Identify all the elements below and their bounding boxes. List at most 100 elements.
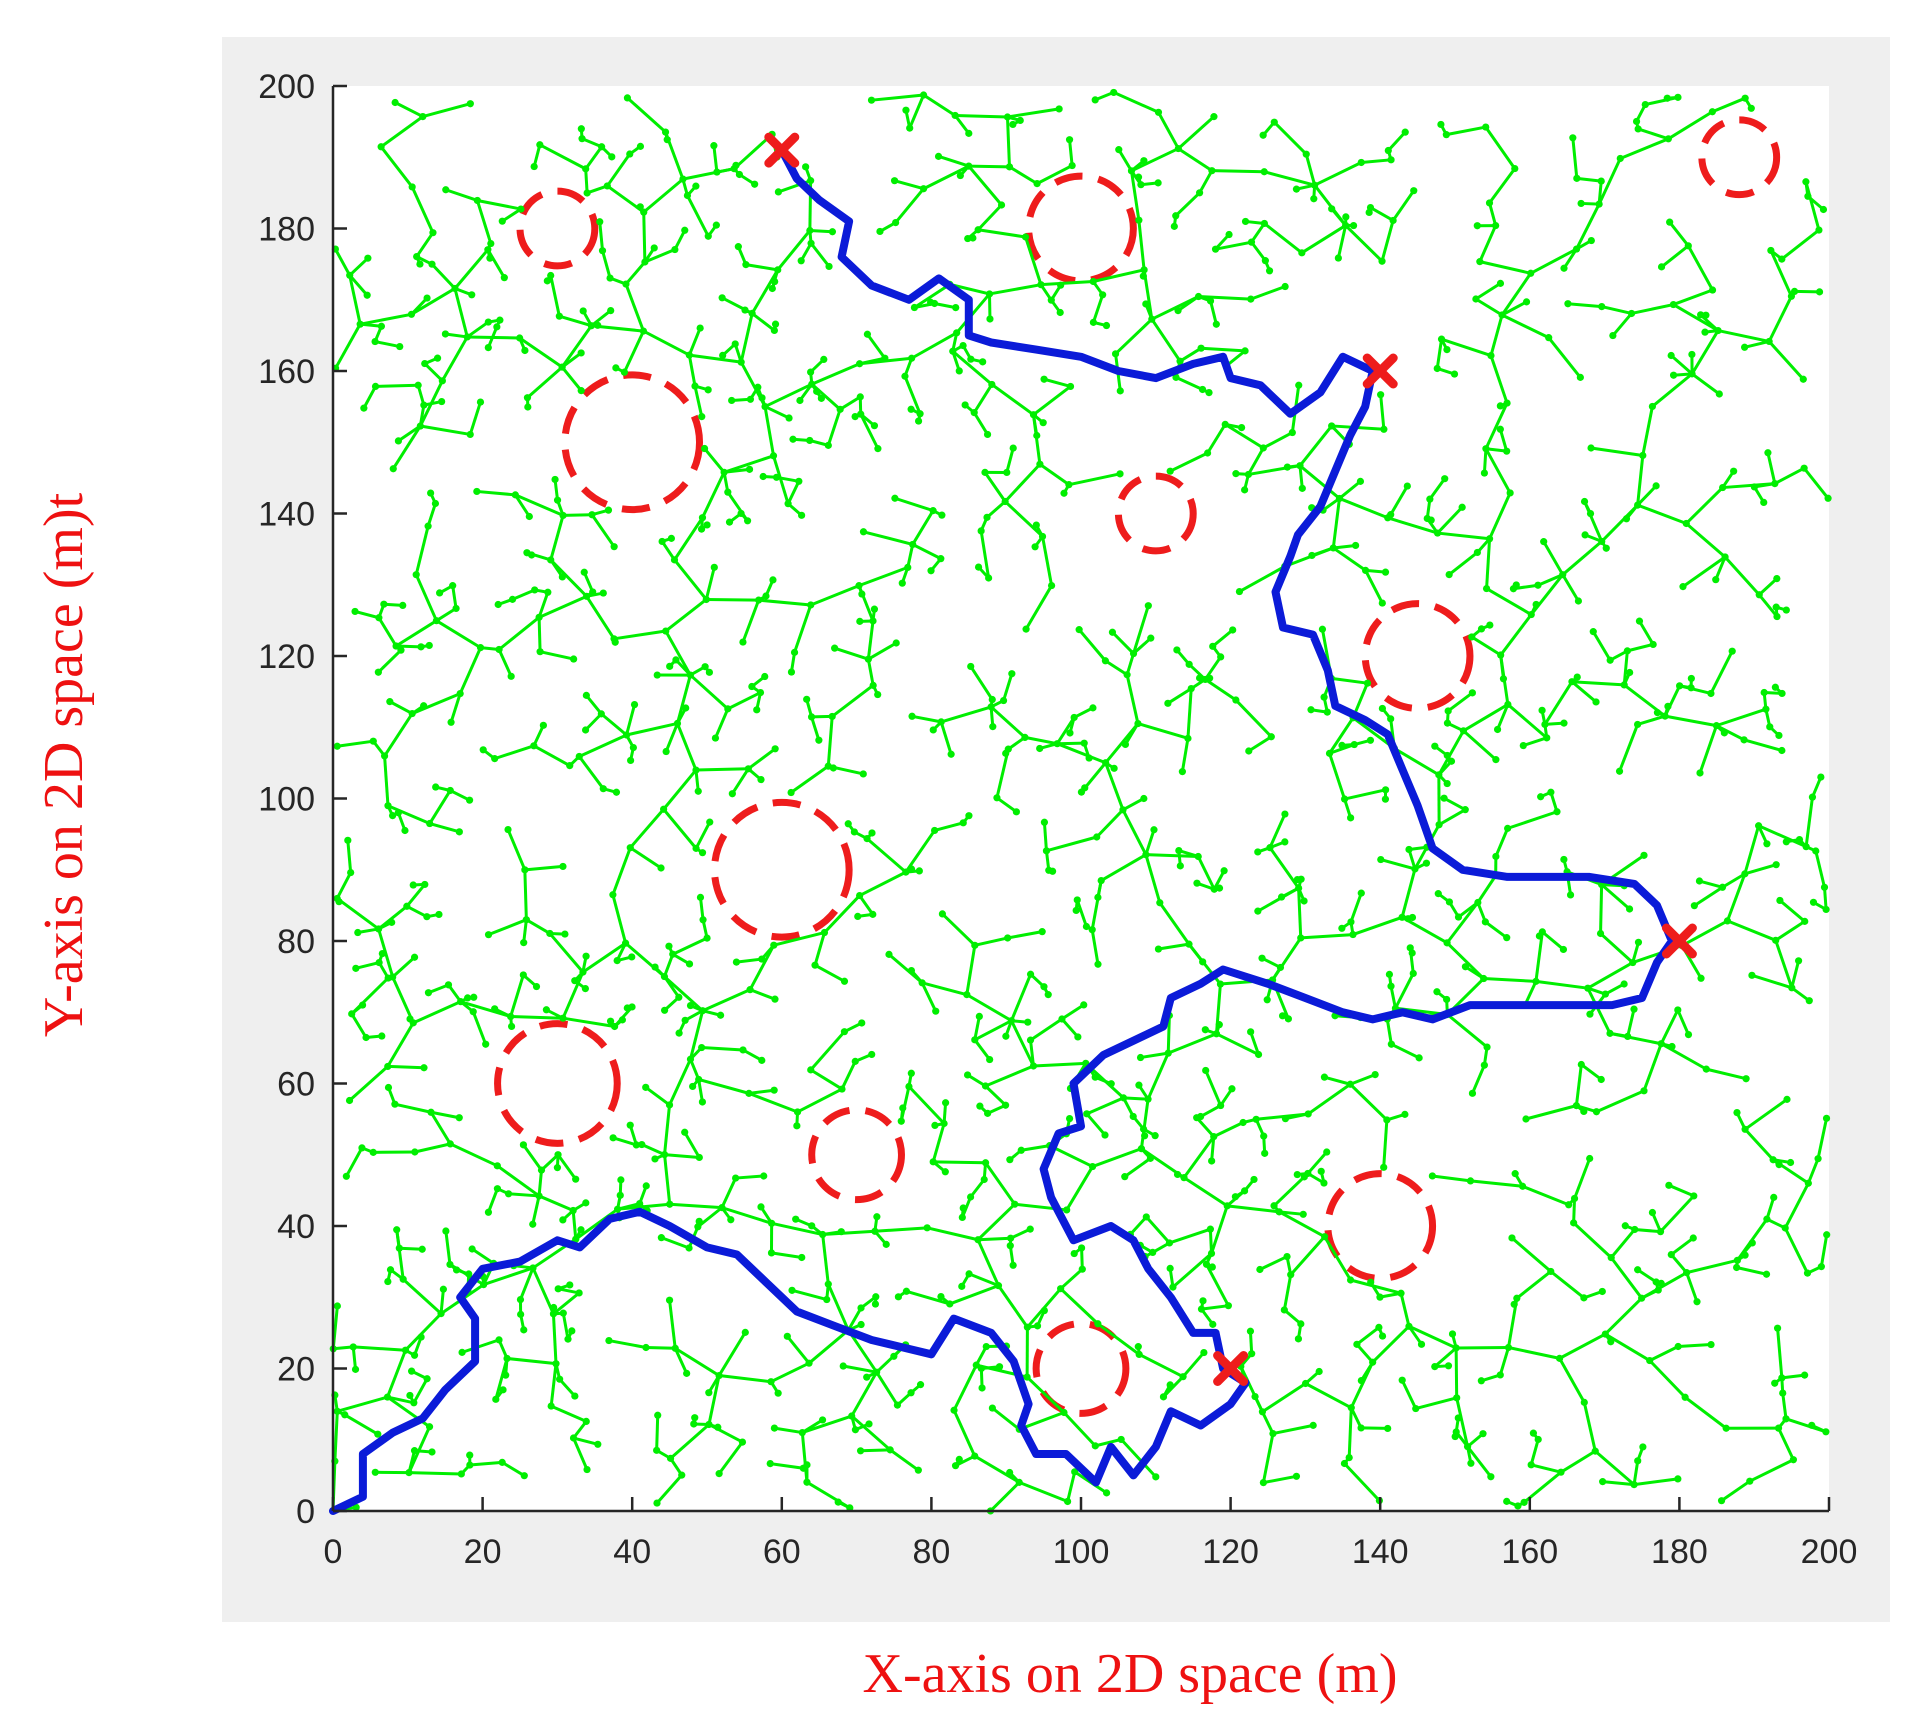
tree-node (1123, 671, 1131, 679)
tree-node (1378, 257, 1386, 265)
tree-edge (582, 941, 627, 974)
tree-edge (831, 684, 875, 718)
tree-node (1570, 1219, 1578, 1227)
tree-node (844, 820, 852, 828)
tree-node (1518, 1182, 1527, 1190)
tree-node (857, 1304, 865, 1312)
tree-edge (1651, 372, 1694, 408)
tree-edge (1036, 164, 1073, 185)
tree-node (1434, 890, 1442, 898)
tree-edge (764, 382, 813, 408)
tree-edge (549, 515, 565, 561)
tree-node (583, 1465, 591, 1474)
tree-node (963, 991, 971, 999)
tree-edge (561, 351, 583, 369)
tree-node (1514, 1502, 1522, 1510)
tree-node (803, 695, 811, 703)
tree-edge (912, 543, 942, 560)
tree-edge (874, 1226, 928, 1233)
tree-edge (1306, 1151, 1328, 1175)
tree-node (1687, 674, 1695, 683)
tree-edge (933, 1160, 986, 1165)
tree-edge (410, 186, 435, 234)
tree-edge (858, 894, 875, 916)
tree-node (1741, 1251, 1749, 1259)
tree-node (919, 91, 928, 99)
tree-edge (764, 405, 790, 420)
tree-node (408, 709, 416, 718)
tree-edge (1804, 796, 1814, 847)
tree-node (1607, 1338, 1615, 1346)
tree-node (1760, 498, 1768, 506)
tree-node (1007, 1017, 1016, 1025)
tree-edge (1171, 1252, 1213, 1289)
tree-edge (1121, 809, 1148, 856)
tree-edge (1145, 1215, 1171, 1244)
tree-node (1580, 1398, 1588, 1406)
tree-edge (707, 1375, 721, 1425)
tree-node (1499, 675, 1508, 683)
tree-edge (449, 1142, 498, 1168)
tree-edge (348, 257, 369, 277)
tree-node (1409, 969, 1417, 978)
tree-node (1140, 266, 1148, 274)
tree-node (630, 700, 639, 709)
tree-node (594, 1440, 602, 1448)
tree-node (1023, 1373, 1031, 1381)
tree-node (564, 1335, 572, 1343)
tree-node (820, 355, 828, 363)
tree-node (1573, 174, 1581, 182)
tree-node (569, 1206, 577, 1215)
tree-node (1209, 1320, 1217, 1328)
tree-edge (1179, 346, 1202, 363)
tree-node (682, 704, 690, 712)
tree-edge (1633, 1477, 1679, 1487)
y-tick-label: 80 (277, 923, 315, 961)
tree-node (420, 702, 428, 710)
tree-node (1350, 740, 1358, 749)
tree-node (876, 227, 884, 236)
tree-node (1688, 370, 1696, 378)
tree-edge (979, 530, 991, 579)
tree-node (1656, 1228, 1665, 1236)
tree-node (362, 1033, 370, 1042)
tree-node (1479, 1430, 1487, 1438)
tree-edge (931, 1123, 946, 1163)
tree-edge (1749, 1458, 1795, 1483)
tree-edge (395, 619, 438, 648)
tree-node (470, 993, 478, 1001)
tree-node (1049, 867, 1057, 875)
tree-node (1065, 481, 1073, 489)
tree-node (806, 436, 814, 445)
tree-edge (676, 674, 692, 724)
tree-edge (951, 350, 993, 386)
tree-node (1592, 698, 1600, 706)
tree-node (893, 1401, 902, 1409)
tree-edge (721, 1206, 773, 1225)
tree-node (799, 1464, 807, 1472)
tree-node (1137, 181, 1145, 189)
tree-edge (1278, 1210, 1326, 1238)
tree-node (1270, 118, 1278, 126)
tree-node (493, 1185, 502, 1193)
tree-edge (617, 1202, 641, 1211)
tree-edge (383, 712, 414, 757)
tree-node (1320, 693, 1328, 701)
tree-edge (1157, 111, 1180, 150)
tree-node (1741, 870, 1749, 878)
tree-node (1815, 288, 1824, 296)
tree-node (432, 783, 440, 791)
tree-edge (405, 883, 426, 908)
tree-edge (1597, 180, 1603, 205)
tree-node (1250, 1175, 1258, 1184)
tree-edge (483, 1266, 534, 1287)
tree-node (985, 290, 994, 298)
tree-node (1080, 739, 1088, 747)
tree-edge (867, 641, 897, 661)
tree-edge (1268, 846, 1300, 889)
tree-edge (1806, 1158, 1820, 1184)
tree-node (1435, 821, 1443, 829)
tree-node (1620, 980, 1628, 988)
tree-edge (1767, 295, 1793, 343)
tree-node (1762, 705, 1770, 713)
